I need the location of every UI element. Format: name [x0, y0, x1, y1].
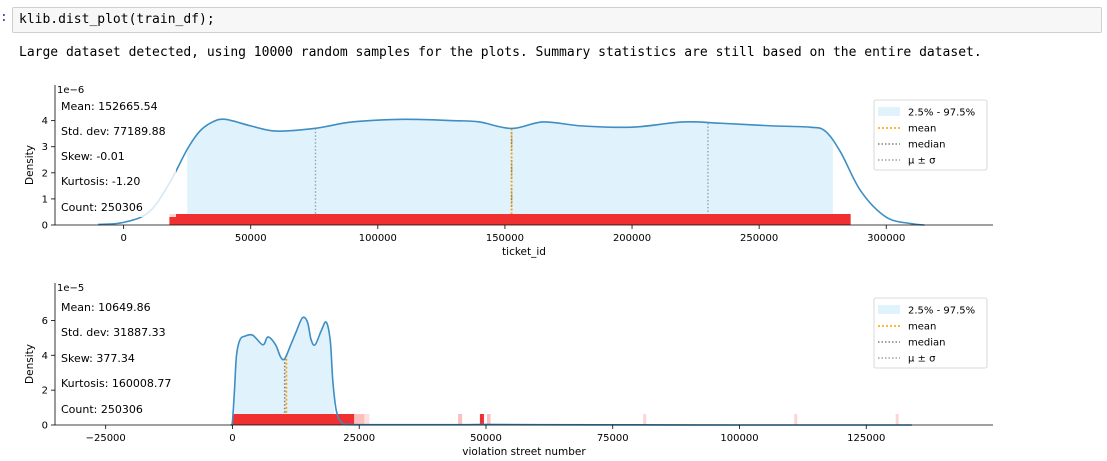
code-cell[interactable]: klib.dist_plot(train_df); — [12, 7, 1102, 33]
legend-box — [873, 297, 988, 369]
x-tick-label: 250000 — [740, 233, 778, 244]
ticket-id-dist-plot: 0 1 2 3 4 0 50000 100000 150000 200000 250000 30000… — [24, 85, 993, 258]
legend-label: mean — [908, 124, 936, 135]
y-tick-label: 2 — [42, 386, 48, 397]
stat-text: Count: 250306 — [61, 403, 143, 416]
rug-bar — [458, 414, 463, 425]
x-axis-label: ticket_id — [502, 246, 546, 258]
y-tick-label: 1 — [42, 194, 48, 205]
y-tick-label: 0 — [42, 421, 48, 432]
legend-label: μ ± σ — [908, 156, 936, 167]
rug-bar — [479, 414, 484, 425]
stat-text: Mean: 152665.54 — [61, 100, 158, 113]
stat-text: Kurtosis: -1.20 — [61, 175, 140, 188]
x-tick-label: 200000 — [613, 233, 651, 244]
stat-text: Kurtosis: 160008.77 — [61, 377, 171, 390]
cell-prompt: : — [0, 10, 8, 25]
y-tick-label: 2 — [42, 168, 48, 179]
stats-box — [56, 293, 176, 419]
x-tick-label: 100000 — [359, 233, 397, 244]
x-axis-label: violation street number — [462, 446, 586, 458]
legend-swatch-quantile — [878, 305, 900, 314]
legend-label: μ ± σ — [908, 354, 936, 365]
x-tick-label: 50000 — [470, 433, 502, 444]
rug-bar — [794, 414, 798, 425]
stat-text: Mean: 10649.86 — [61, 301, 151, 314]
stat-text: Count: 250306 — [61, 201, 143, 214]
legend-label: mean — [908, 322, 936, 333]
stat-text: Std. dev: 77189.88 — [61, 125, 166, 138]
y-axis-label: Density — [24, 145, 36, 185]
rug-bar — [486, 414, 491, 425]
output-message: Large dataset detected, using 10000 rand… — [19, 45, 982, 60]
x-tick-label: 25000 — [343, 433, 375, 444]
x-tick-label: 0 — [229, 433, 235, 444]
y-tick-label: 6 — [42, 316, 48, 327]
x-tick-label: 75000 — [597, 433, 629, 444]
legend-label: 2.5% - 97.5% — [908, 306, 975, 317]
quantile-fill-area — [187, 119, 833, 225]
x-tick-label: 100000 — [720, 433, 758, 444]
legend-label: 2.5% - 97.5% — [908, 108, 975, 119]
quantile-fill-area — [234, 317, 334, 425]
legend-label: median — [908, 140, 946, 151]
legend-box — [873, 99, 988, 171]
x-tick-label: 300000 — [867, 233, 905, 244]
x-tick-label: 150000 — [486, 233, 524, 244]
rug-bar — [895, 414, 899, 425]
rug-bar — [169, 214, 851, 225]
rug-bar — [364, 414, 370, 425]
y-tick-label: 4 — [42, 116, 48, 127]
x-tick-label: 50000 — [235, 233, 267, 244]
kde-curve — [230, 316, 912, 427]
x-tick-label: 125000 — [847, 433, 885, 444]
kde-curve — [98, 118, 925, 226]
stats-box — [56, 95, 176, 217]
x-tick-label: −25000 — [86, 433, 126, 444]
y-tick-label: 4 — [42, 351, 48, 362]
legend-label: median — [908, 338, 946, 349]
rug-bar — [643, 414, 647, 425]
rug-bar — [232, 414, 355, 425]
rug-bar — [354, 414, 365, 425]
stat-text: Skew: 377.34 — [61, 352, 135, 365]
y-scale-label: 1e−5 — [57, 283, 84, 294]
y-tick-label: 3 — [42, 142, 48, 153]
stat-text: Std. dev: 31887.33 — [61, 326, 166, 339]
legend-swatch-quantile — [878, 107, 900, 116]
street-number-dist-plot: 0 2 4 6 −25000 0 25000 50000 75000 100000 125000 vi… — [24, 283, 993, 458]
stat-text: Skew: -0.01 — [61, 150, 125, 163]
x-tick-label: 0 — [120, 233, 126, 244]
y-scale-label: 1e−6 — [57, 85, 84, 96]
y-tick-label: 0 — [42, 221, 48, 232]
y-axis-label: Density — [24, 344, 36, 384]
